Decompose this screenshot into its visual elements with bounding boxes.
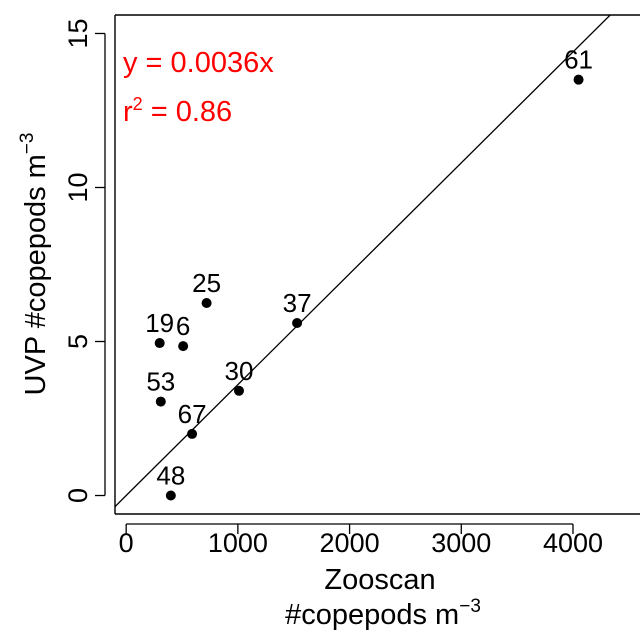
x-axis-title-exponent: −3 [459,596,481,617]
data-point [154,338,165,349]
data-point [573,74,584,85]
data-point [187,428,198,439]
data-point [292,318,303,329]
data-point [233,385,244,396]
x-tick-label: 1000 [208,528,268,558]
equation-annotation: y = 0.0036x [123,47,274,79]
regression-line [115,15,612,508]
data-point [201,298,212,309]
x-tick-label: 2000 [320,528,380,558]
plot-frame [114,14,640,515]
r-squared-base: r [123,96,133,128]
x-axis-title-line1: Zooscan [324,564,435,596]
x-tick-label: 4000 [543,528,603,558]
r-squared-superscript: 2 [133,94,143,114]
data-point-label: 48 [156,461,185,491]
data-point-label: 25 [192,268,221,298]
y-axis-title-exponent: −3 [17,133,38,155]
data-point-label: 19 [145,308,174,338]
x-axis-ticks: 0 1000 2000 3000 4000 [119,523,603,558]
x-tick-label: 0 [119,528,134,558]
data-point-label: 53 [146,367,175,397]
data-point [155,396,166,407]
data-point-label: 30 [225,356,254,386]
data-point-label: 37 [283,288,312,318]
x-axis-title-line2: #copepods m−3 [285,596,481,631]
x-axis-title-unit: #copepods m [285,599,459,631]
y-axis-title-text: UVP #copepods m [20,154,52,395]
y-tick-label: 15 [63,18,93,48]
y-tick-label: 0 [63,488,93,503]
r-squared-value: = 0.86 [143,96,233,128]
r-squared-annotation: r2 = 0.86 [123,94,232,128]
data-point-label: 61 [564,45,593,75]
data-point [165,490,176,501]
data-point [178,341,189,352]
data-point-label: 67 [178,399,207,429]
y-tick-label: 5 [63,334,93,349]
y-axis-ticks: 0 5 10 15 [63,18,106,503]
x-tick-label: 3000 [431,528,491,558]
y-tick-label: 10 [63,172,93,202]
y-axis-title: UVP #copepods m−3 [17,133,52,396]
data-point-label: 6 [176,311,190,341]
